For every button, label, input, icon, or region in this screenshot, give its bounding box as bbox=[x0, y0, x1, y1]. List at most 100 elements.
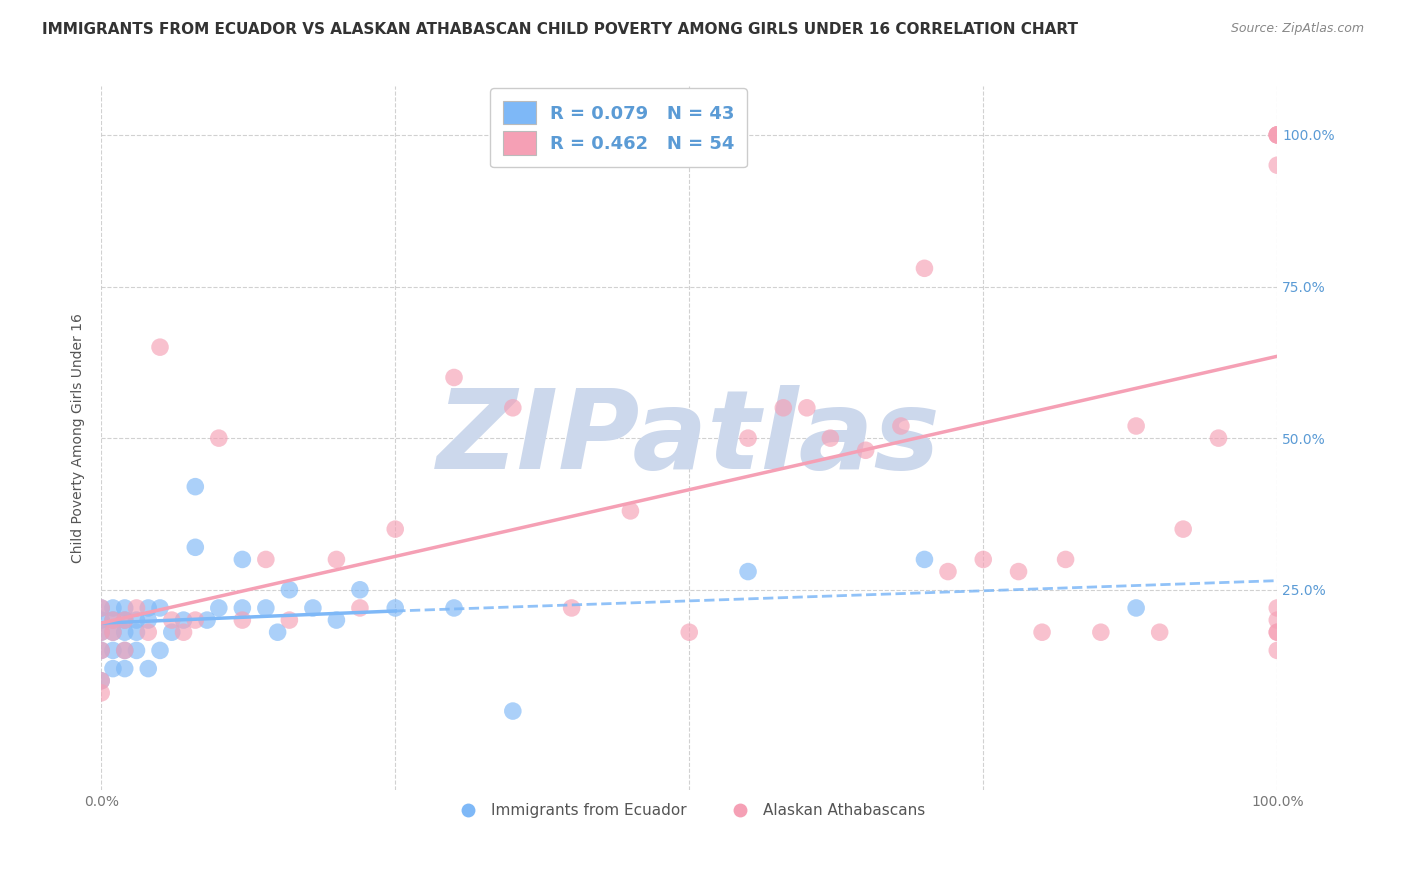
Point bbox=[266, 625, 288, 640]
Point bbox=[136, 662, 159, 676]
Text: ZIPatlas: ZIPatlas bbox=[437, 384, 941, 491]
Point bbox=[1265, 625, 1288, 640]
Point bbox=[149, 340, 172, 354]
Point bbox=[502, 704, 524, 718]
Point bbox=[1125, 601, 1147, 615]
Point bbox=[90, 601, 112, 615]
Point bbox=[114, 601, 136, 615]
Point bbox=[160, 625, 183, 640]
Point bbox=[1265, 601, 1288, 615]
Point bbox=[936, 565, 959, 579]
Point bbox=[325, 613, 347, 627]
Point bbox=[384, 522, 406, 536]
Point bbox=[90, 643, 112, 657]
Point bbox=[208, 601, 231, 615]
Point bbox=[195, 613, 218, 627]
Point bbox=[1208, 431, 1230, 445]
Point bbox=[1054, 552, 1077, 566]
Point bbox=[1007, 565, 1029, 579]
Point bbox=[278, 613, 301, 627]
Point bbox=[914, 552, 936, 566]
Point bbox=[737, 431, 759, 445]
Point bbox=[254, 601, 277, 615]
Point bbox=[136, 613, 159, 627]
Point bbox=[90, 601, 112, 615]
Point bbox=[914, 261, 936, 276]
Point bbox=[114, 625, 136, 640]
Point bbox=[114, 613, 136, 627]
Point bbox=[208, 431, 231, 445]
Point bbox=[90, 625, 112, 640]
Point bbox=[325, 552, 347, 566]
Point bbox=[796, 401, 818, 415]
Point bbox=[125, 625, 148, 640]
Point bbox=[90, 673, 112, 688]
Point bbox=[1265, 128, 1288, 142]
Point bbox=[90, 625, 112, 640]
Point bbox=[231, 601, 253, 615]
Point bbox=[1031, 625, 1053, 640]
Point bbox=[1265, 625, 1288, 640]
Point bbox=[125, 613, 148, 627]
Point bbox=[114, 662, 136, 676]
Legend: Immigrants from Ecuador, Alaskan Athabascans: Immigrants from Ecuador, Alaskan Athabas… bbox=[447, 797, 932, 824]
Point bbox=[443, 370, 465, 384]
Point bbox=[136, 625, 159, 640]
Point bbox=[173, 625, 195, 640]
Point bbox=[125, 643, 148, 657]
Point bbox=[149, 643, 172, 657]
Point bbox=[855, 443, 877, 458]
Point bbox=[1265, 613, 1288, 627]
Point bbox=[278, 582, 301, 597]
Point bbox=[302, 601, 325, 615]
Point bbox=[231, 552, 253, 566]
Point bbox=[101, 613, 124, 627]
Text: Source: ZipAtlas.com: Source: ZipAtlas.com bbox=[1230, 22, 1364, 36]
Point bbox=[619, 504, 641, 518]
Point bbox=[173, 613, 195, 627]
Point bbox=[160, 613, 183, 627]
Point bbox=[737, 565, 759, 579]
Point bbox=[1265, 643, 1288, 657]
Point bbox=[184, 613, 207, 627]
Point bbox=[90, 613, 112, 627]
Text: IMMIGRANTS FROM ECUADOR VS ALASKAN ATHABASCAN CHILD POVERTY AMONG GIRLS UNDER 16: IMMIGRANTS FROM ECUADOR VS ALASKAN ATHAB… bbox=[42, 22, 1078, 37]
Point bbox=[184, 480, 207, 494]
Point bbox=[254, 552, 277, 566]
Point bbox=[90, 686, 112, 700]
Point bbox=[443, 601, 465, 615]
Point bbox=[101, 601, 124, 615]
Point bbox=[972, 552, 994, 566]
Point bbox=[101, 643, 124, 657]
Point bbox=[1265, 128, 1288, 142]
Point bbox=[101, 613, 124, 627]
Point bbox=[820, 431, 842, 445]
Point bbox=[349, 582, 371, 597]
Point bbox=[90, 643, 112, 657]
Y-axis label: Child Poverty Among Girls Under 16: Child Poverty Among Girls Under 16 bbox=[72, 313, 86, 563]
Point bbox=[502, 401, 524, 415]
Point bbox=[136, 601, 159, 615]
Point bbox=[1173, 522, 1195, 536]
Point bbox=[149, 601, 172, 615]
Point bbox=[125, 601, 148, 615]
Point bbox=[101, 625, 124, 640]
Point bbox=[349, 601, 371, 615]
Point bbox=[1125, 419, 1147, 434]
Point bbox=[101, 625, 124, 640]
Point bbox=[184, 541, 207, 555]
Point bbox=[101, 662, 124, 676]
Point bbox=[561, 601, 583, 615]
Point bbox=[890, 419, 912, 434]
Point bbox=[1149, 625, 1171, 640]
Point bbox=[114, 643, 136, 657]
Point bbox=[1265, 128, 1288, 142]
Point bbox=[90, 673, 112, 688]
Point bbox=[114, 643, 136, 657]
Point bbox=[1090, 625, 1112, 640]
Point bbox=[231, 613, 253, 627]
Point bbox=[114, 613, 136, 627]
Point bbox=[678, 625, 700, 640]
Point bbox=[1265, 158, 1288, 172]
Point bbox=[772, 401, 794, 415]
